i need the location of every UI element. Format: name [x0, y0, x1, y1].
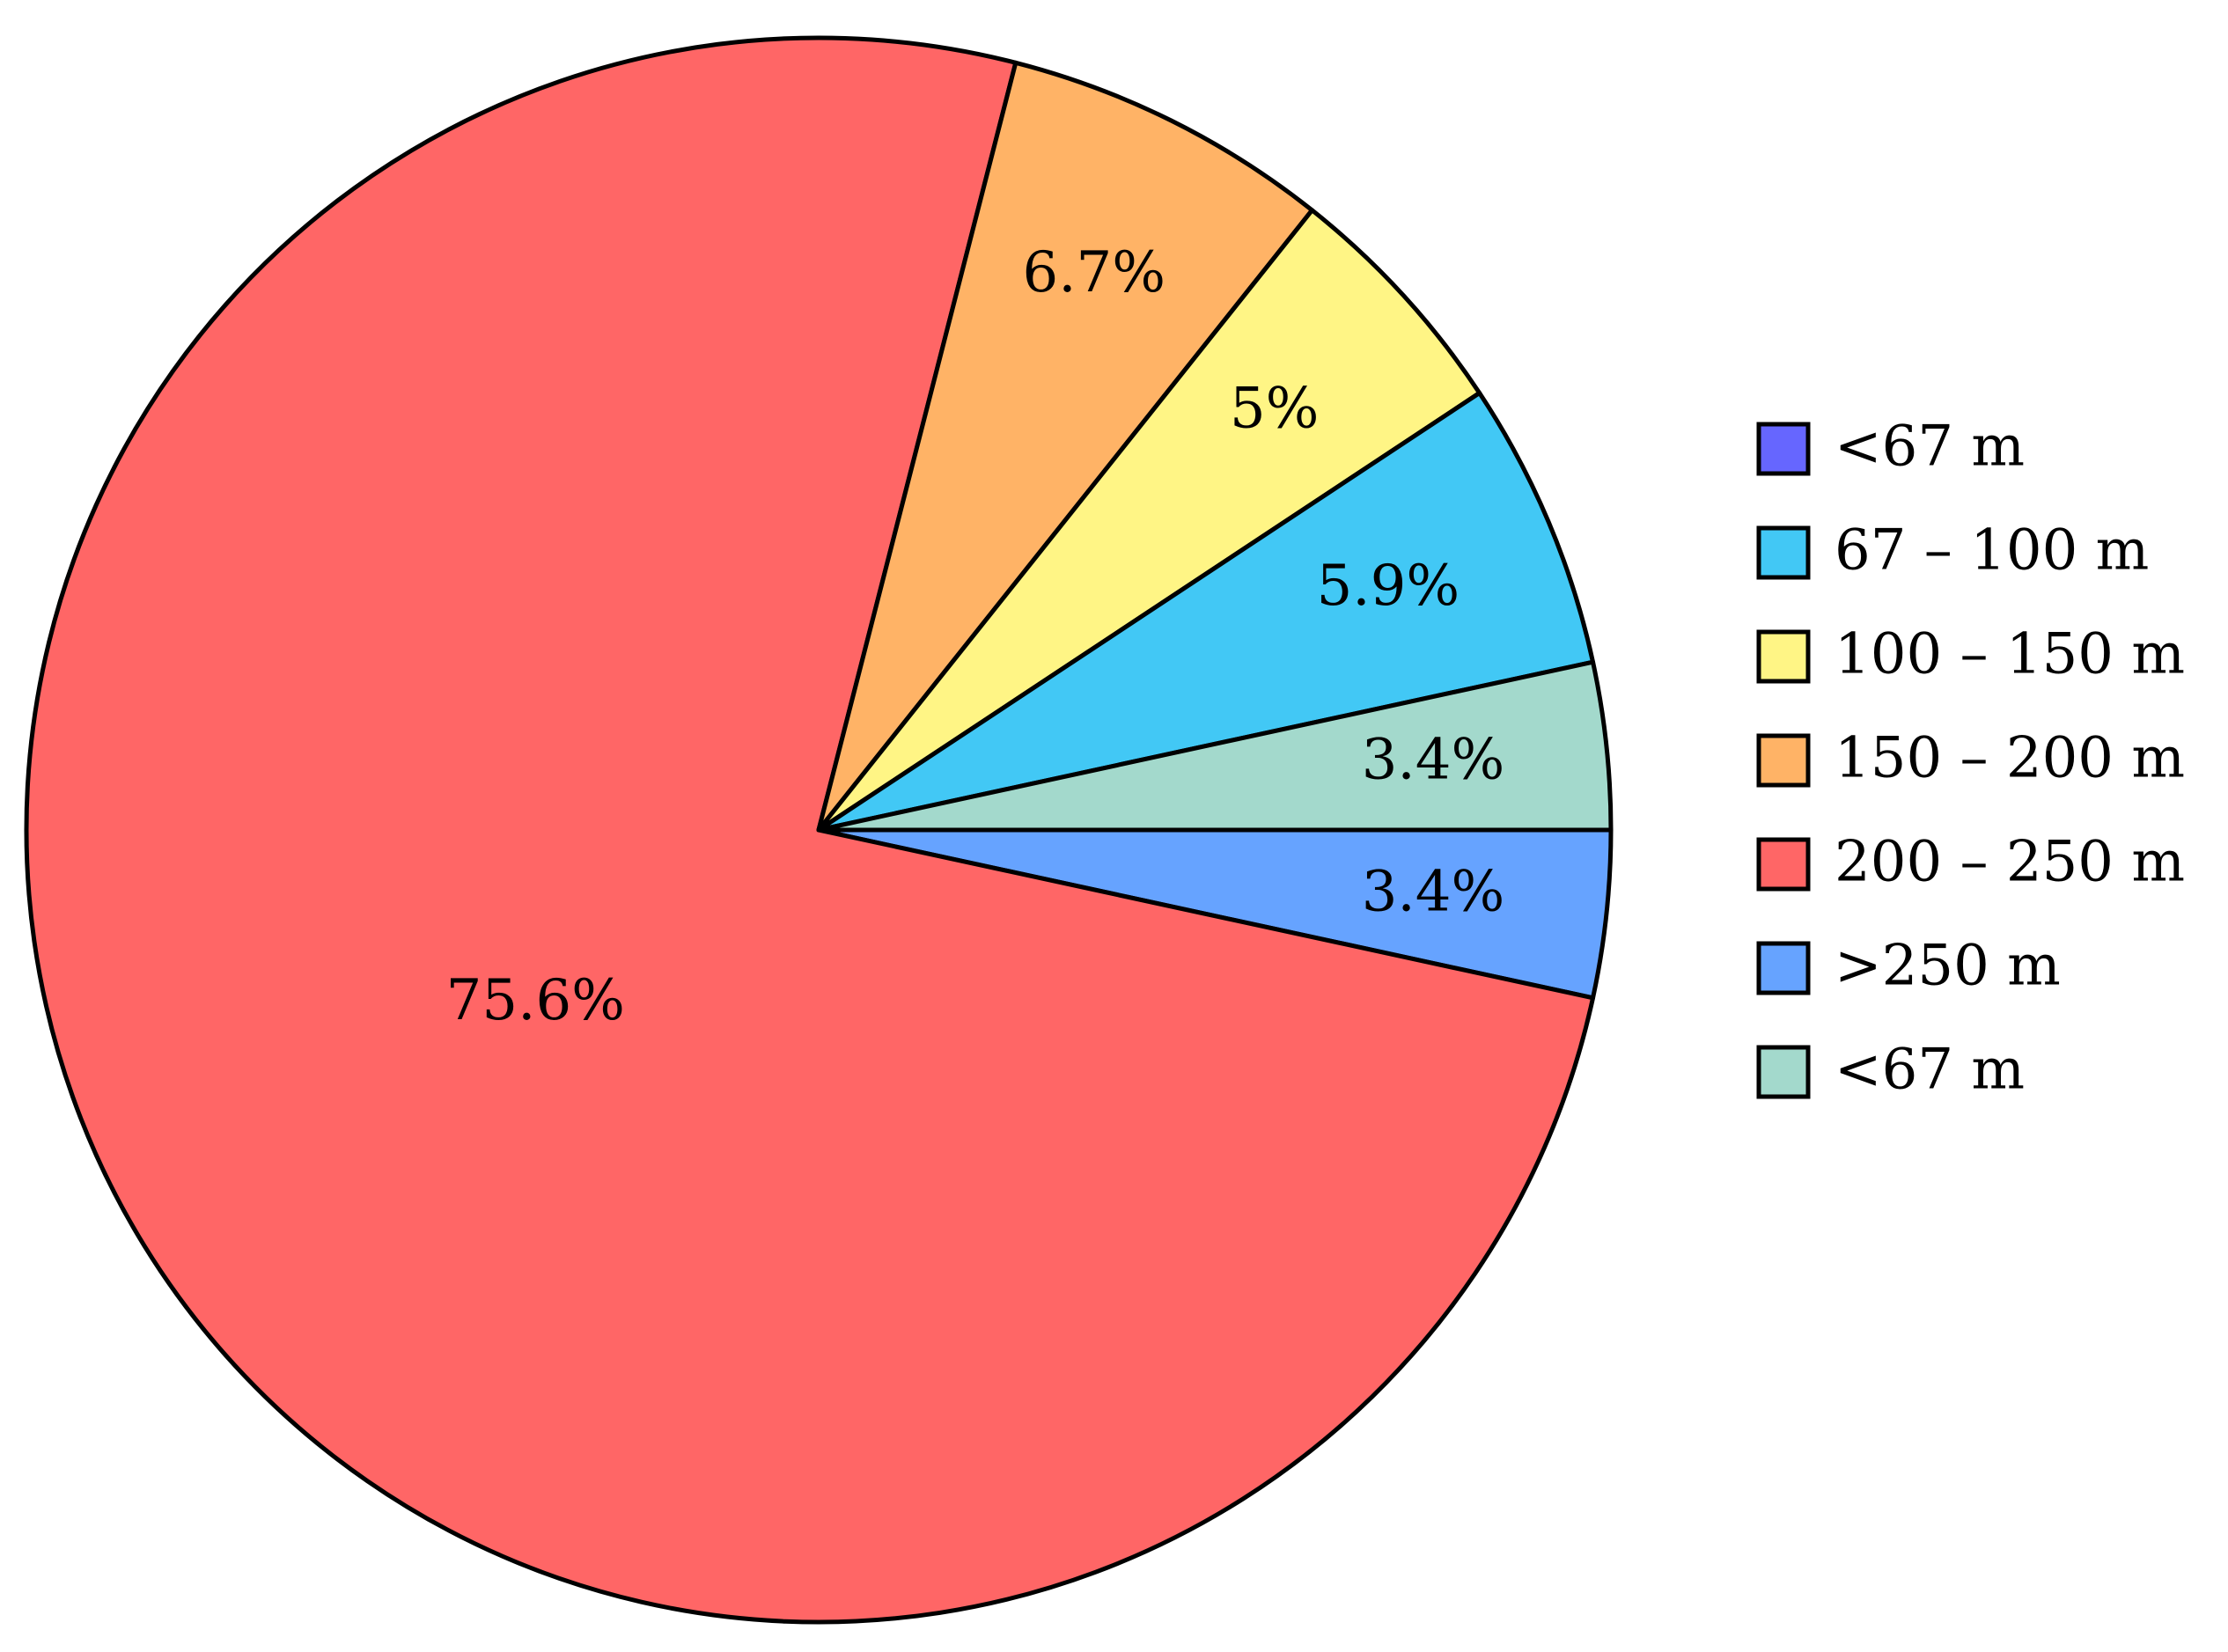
- legend-swatch: [1756, 422, 1811, 476]
- legend-swatch: [1756, 629, 1811, 684]
- pie-slice: [816, 391, 1596, 833]
- chart-legend: <67 m 67 – 100 m 100 – 150 m 150 – 200 m 200…: [1756, 415, 2185, 1103]
- legend-swatch: [1756, 837, 1811, 892]
- legend-label: 100 – 150 m: [1835, 622, 2185, 687]
- slice-data-label: 5%: [1230, 376, 1320, 441]
- pie-slice: [24, 35, 1596, 1625]
- legend-swatch: [1756, 733, 1811, 788]
- legend-swatch: [1756, 1045, 1811, 1099]
- slice-data-label: 5.9%: [1317, 554, 1460, 619]
- legend-swatch: [1756, 525, 1811, 580]
- slice-data-label: 6.7%: [1022, 240, 1165, 305]
- pie-slices: [24, 35, 1614, 1625]
- pie-slice: [816, 208, 1482, 833]
- legend-label: >250 m: [1835, 934, 2061, 999]
- legend-label: 150 – 200 m: [1835, 726, 2185, 791]
- pie-slice: [816, 659, 1614, 833]
- legend-label: 200 – 250 m: [1835, 830, 2185, 895]
- legend-label: <67 m: [1835, 415, 2025, 480]
- slice-data-label: 75.6%: [446, 968, 625, 1033]
- pie-data-labels: 3.4% 75.6% 6.7% 5% 5.9% 3.4%: [446, 240, 1505, 1033]
- legend-swatch: [1756, 941, 1811, 995]
- pie-slice: [816, 60, 1315, 833]
- legend-label: <67 m: [1835, 1038, 2025, 1103]
- slice-data-label: 3.4%: [1362, 728, 1505, 793]
- slice-data-label: 3.4%: [1362, 859, 1505, 924]
- legend-label: 67 – 100 m: [1835, 518, 2149, 584]
